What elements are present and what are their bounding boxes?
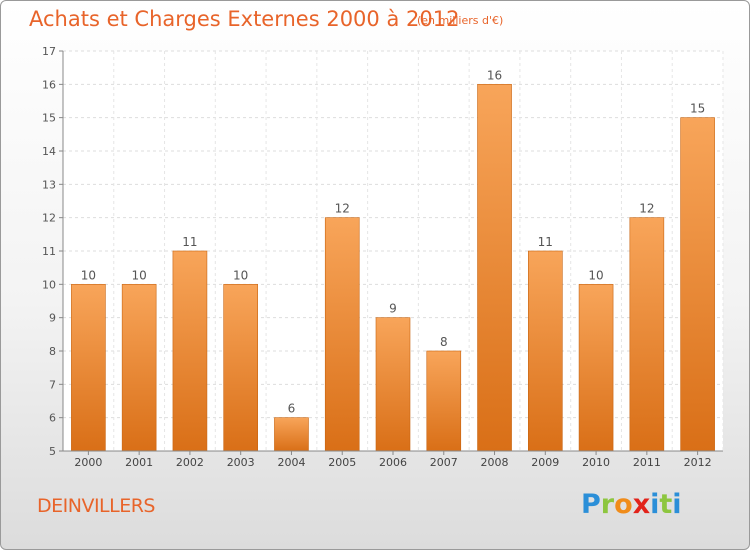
bar-value-label: 10 [132, 268, 147, 282]
bar-value-label: 10 [233, 268, 248, 282]
x-tick-label: 2012 [684, 456, 712, 469]
logo-letter: i [650, 489, 660, 520]
logo-letter: t [659, 489, 673, 520]
bar-2009 [528, 250, 563, 452]
y-tick-label: 12 [42, 212, 56, 225]
bar-2012 [680, 117, 715, 452]
chart-unit: (en milliers d'€) [417, 14, 504, 27]
x-tick-label: 2007 [430, 456, 458, 469]
x-tick-label: 2010 [582, 456, 610, 469]
bar-value-label: 11 [182, 235, 197, 249]
bars: 10 10 11 10 6 12 9 8 16 11 10 12 15 [71, 68, 715, 452]
y-tick-label: 6 [49, 412, 56, 425]
bar-2002 [172, 250, 208, 452]
x-tick-label: 2011 [633, 456, 661, 469]
x-tick-label: 2004 [277, 456, 305, 469]
x-tick-label: 2009 [531, 456, 559, 469]
x-tick-label: 2003 [227, 456, 255, 469]
y-tick-label: 5 [49, 445, 56, 458]
y-tick-label: 8 [49, 345, 56, 358]
x-tick-label: 2001 [125, 456, 153, 469]
bar-2006 [375, 317, 411, 452]
x-tick-label: 2006 [379, 456, 407, 469]
bar-2007 [426, 350, 462, 452]
bar-value-label: 12 [639, 202, 654, 216]
bar-2010 [578, 284, 614, 452]
bar-value-label: 10 [81, 268, 96, 282]
bar-2004 [274, 417, 309, 452]
bar-2011 [629, 217, 665, 452]
bar-2000 [71, 284, 106, 452]
x-tick-label: 2005 [328, 456, 356, 469]
y-tick-label: 10 [42, 278, 56, 291]
y-tick-label: 14 [42, 145, 56, 158]
axes: 5 6 7 8 9 10 11 12 13 14 15 16 17 2000 2001 2002 2003 200… [42, 45, 723, 469]
logo-letter: r [600, 489, 615, 520]
y-tick-label: 17 [42, 45, 56, 58]
y-tick-label: 15 [42, 112, 56, 125]
bar-2008 [477, 84, 512, 452]
logo-letter: i [672, 489, 682, 520]
bar-value-label: 11 [538, 235, 553, 249]
x-tick-label: 2000 [74, 456, 102, 469]
chart-title: Achats et Charges Externes 2000 à 2012 [29, 7, 460, 31]
town-name: DEINVILLERS [37, 495, 156, 517]
y-tick-label: 16 [42, 78, 56, 91]
proxiti-logo: Proxiti [581, 489, 682, 520]
x-tick-label: 2002 [176, 456, 204, 469]
y-tick-label: 13 [42, 178, 56, 191]
y-tick-label: 11 [42, 245, 56, 258]
bar-2003 [223, 284, 258, 452]
bar-value-label: 10 [588, 268, 603, 282]
bar-value-label: 15 [690, 102, 705, 116]
bar-value-label: 8 [440, 335, 448, 349]
logo-letter: P [581, 489, 601, 520]
bar-value-label: 12 [335, 202, 350, 216]
bar-2001 [121, 284, 157, 452]
bar-2005 [324, 217, 360, 452]
y-tick-label: 7 [49, 378, 56, 391]
logo-letter: x [632, 489, 651, 520]
bar-value-label: 9 [389, 302, 397, 316]
bar-value-label: 16 [487, 68, 502, 82]
logo-letter: o [614, 489, 633, 520]
bar-value-label: 6 [288, 402, 296, 416]
x-tick-label: 2008 [481, 456, 509, 469]
y-tick-label: 9 [49, 312, 56, 325]
